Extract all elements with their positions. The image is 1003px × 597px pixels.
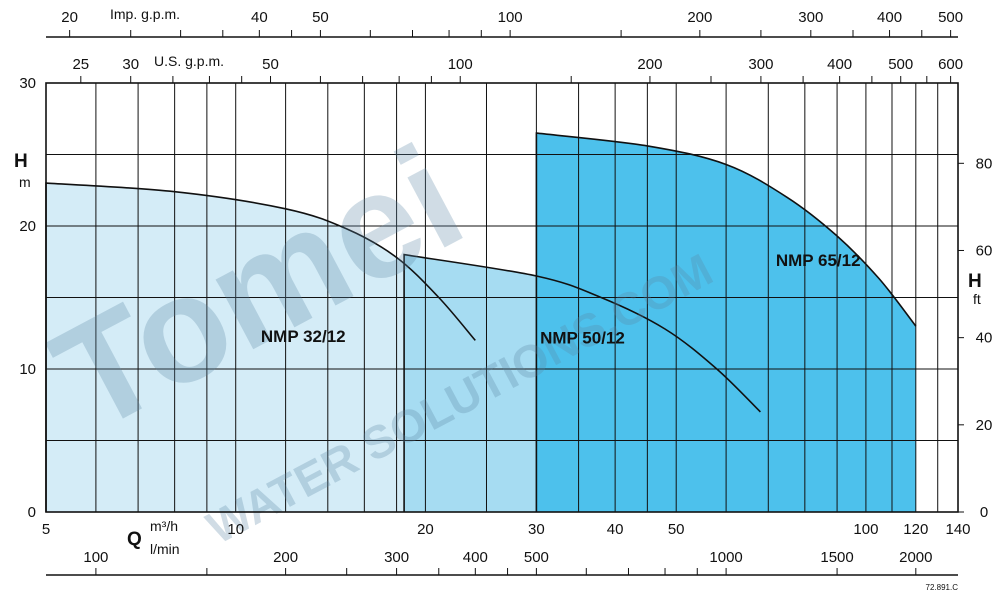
x-axis-unit-m3h: m³/h xyxy=(150,518,178,534)
lmin-tick-label: 400 xyxy=(463,549,488,566)
y2-tick-label: 0 xyxy=(980,504,988,521)
series-curve-1 xyxy=(45,182,476,512)
x-tick-label: 50 xyxy=(668,521,685,538)
y2-axis-unit: ft xyxy=(973,291,981,307)
series-curves xyxy=(45,132,917,512)
us-gpm-tick-label: 25 xyxy=(72,56,89,73)
us-gpm-tick-label: 600 xyxy=(938,56,963,73)
lmin-tick-label: 200 xyxy=(273,549,298,566)
us-gpm-label: U.S. g.p.m. xyxy=(154,53,224,69)
imp-gpm-tick-label: 400 xyxy=(877,9,902,26)
x-axis-label: Q xyxy=(127,529,142,550)
grid-lines xyxy=(46,83,958,512)
x-tick-label: 140 xyxy=(945,521,970,538)
lmin-tick-label: 1500 xyxy=(820,549,853,566)
imp-gpm-tick-label: 500 xyxy=(938,9,963,26)
y2-tick-label: 40 xyxy=(976,330,993,347)
lmin-tick-label: 500 xyxy=(524,549,549,566)
footnote: 72.891.C xyxy=(926,583,959,592)
imp-gpm-tick-label: 100 xyxy=(498,9,523,26)
lmin-tick-label: 1000 xyxy=(709,549,742,566)
imp-gpm-tick-label: 200 xyxy=(687,9,712,26)
y-tick-label: 10 xyxy=(19,361,36,378)
y-tick-label: 0 xyxy=(28,504,36,521)
x-tick-label: 10 xyxy=(227,521,244,538)
series-label-2: NMP 50/12 xyxy=(540,328,625,347)
us-gpm-tick-label: 100 xyxy=(448,56,473,73)
imp-gpm-tick-label: 50 xyxy=(312,9,329,26)
y-tick-label: 30 xyxy=(19,75,36,92)
lmin-tick-label: 300 xyxy=(384,549,409,566)
us-gpm-tick-label: 30 xyxy=(122,56,139,73)
y2-tick-label: 20 xyxy=(976,417,993,434)
lmin-tick-label: 2000 xyxy=(899,549,932,566)
series-labels: NMP 32/12 NMP 50/12 NMP 65/12 xyxy=(261,251,861,347)
y-tick-label: 20 xyxy=(19,218,36,235)
us-gpm-tick-label: 300 xyxy=(748,56,773,73)
us-gpm-tick-label: 500 xyxy=(888,56,913,73)
y2-tick-label: 80 xyxy=(976,155,993,172)
x-tick-label: 40 xyxy=(607,521,624,538)
lmin-tick-label: 100 xyxy=(83,549,108,566)
imp-gpm-tick-label: 300 xyxy=(798,9,823,26)
imp-gpm-tick-label: 40 xyxy=(251,9,268,26)
us-gpm-tick-label: 50 xyxy=(262,56,279,73)
us-gpm-tick-label: 200 xyxy=(637,56,662,73)
plot-frame xyxy=(45,82,959,513)
series-curve-2 xyxy=(403,253,761,512)
x-tick-label: 30 xyxy=(528,521,545,538)
y-axis-unit: m xyxy=(19,174,31,190)
x-tick-label: 120 xyxy=(903,521,928,538)
plot-border xyxy=(45,82,959,513)
series-curve-3 xyxy=(535,132,917,512)
x-tick-label: 5 xyxy=(42,521,50,538)
us-gpm-tick-label: 400 xyxy=(827,56,852,73)
imp-gpm-label: Imp. g.p.m. xyxy=(110,6,180,22)
y-axis-label: H xyxy=(14,151,28,172)
series-label-3: NMP 65/12 xyxy=(776,251,861,270)
imp-gpm-tick-label: 20 xyxy=(61,9,78,26)
series-label-1: NMP 32/12 xyxy=(261,327,346,346)
x-tick-label: 20 xyxy=(417,521,434,538)
y2-axis-label: H xyxy=(968,271,982,292)
series-area-1 xyxy=(46,183,476,512)
x-axis-unit-lmin: l/min xyxy=(150,541,180,557)
x-tick-label: 100 xyxy=(853,521,878,538)
y2-tick-label: 60 xyxy=(976,242,993,259)
